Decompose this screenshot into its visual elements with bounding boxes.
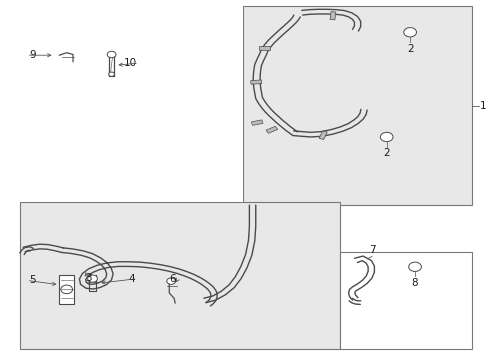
- Bar: [319, 131, 327, 139]
- Text: 2: 2: [407, 44, 414, 54]
- Circle shape: [61, 285, 73, 294]
- Text: 1: 1: [480, 102, 486, 112]
- Circle shape: [107, 51, 116, 58]
- Bar: [59, 275, 74, 304]
- Circle shape: [404, 28, 416, 37]
- Text: 7: 7: [369, 245, 375, 255]
- Circle shape: [409, 262, 421, 271]
- Bar: [251, 80, 262, 84]
- Circle shape: [380, 132, 393, 141]
- Bar: [243, 6, 472, 205]
- Circle shape: [88, 275, 98, 282]
- Text: 10: 10: [123, 58, 137, 68]
- Text: 2: 2: [383, 148, 390, 158]
- Text: 3: 3: [85, 273, 92, 283]
- Bar: [330, 12, 336, 20]
- Bar: [20, 202, 340, 348]
- Circle shape: [109, 72, 115, 76]
- Text: 9: 9: [29, 50, 36, 60]
- Bar: [251, 120, 263, 125]
- Text: 5: 5: [29, 275, 36, 285]
- Bar: [259, 46, 270, 50]
- Text: 4: 4: [128, 274, 135, 284]
- Bar: [266, 126, 278, 133]
- Text: 8: 8: [412, 278, 418, 288]
- Bar: [20, 6, 243, 202]
- Text: 6: 6: [169, 274, 175, 284]
- Bar: [340, 252, 472, 348]
- Circle shape: [167, 278, 175, 284]
